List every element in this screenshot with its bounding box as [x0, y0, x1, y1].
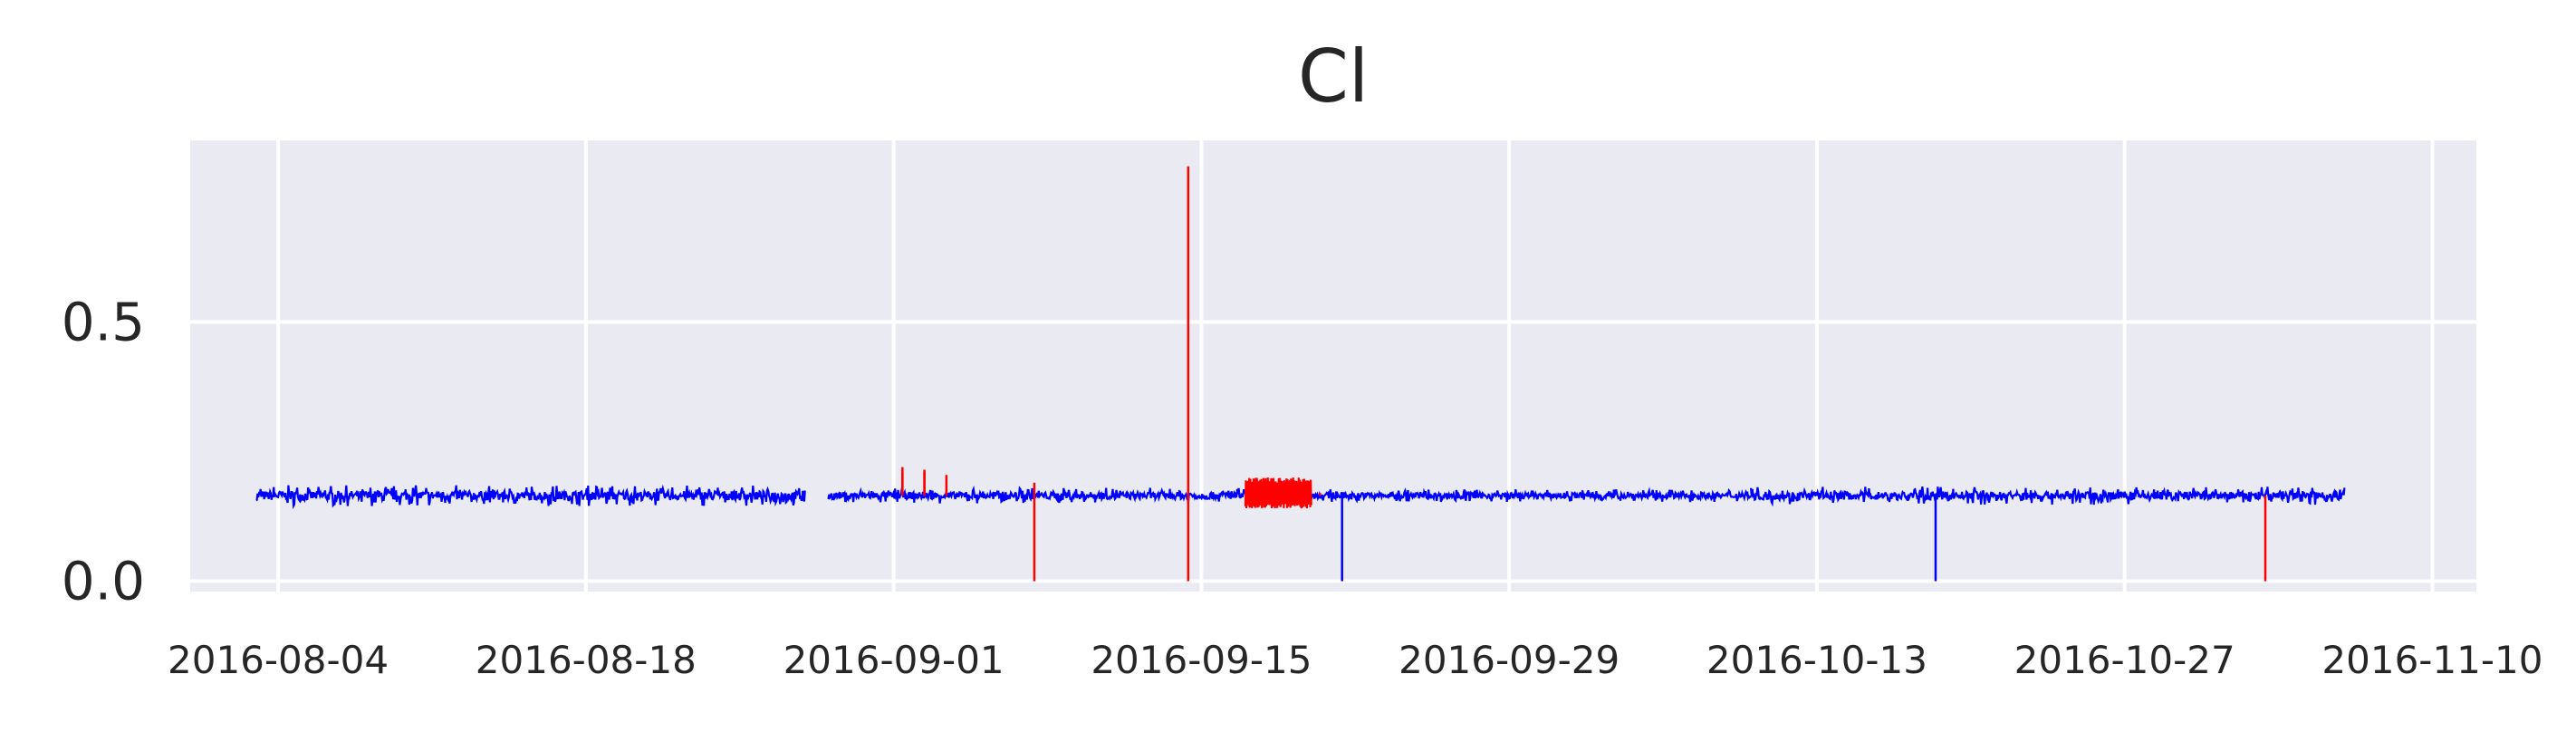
chart-title: Cl: [1298, 34, 1369, 119]
x-tick-label-6: 2016-10-27: [2014, 638, 2235, 682]
x-tick-label-3: 2016-09-15: [1091, 638, 1312, 682]
x-tick-label-5: 2016-10-13: [1706, 638, 1927, 682]
series-layer: [255, 166, 2346, 582]
tick-layer: 2016-08-04 2016-08-18 2016-09-01 2016-09-15…: [62, 291, 2543, 682]
x-tick-label-2: 2016-09-01: [783, 638, 1004, 682]
plot-background: [190, 140, 2476, 592]
y-tick-label-1: 0.5: [62, 291, 145, 352]
series-normal-line: [255, 484, 2346, 510]
grid: [190, 140, 2476, 592]
series-anomaly-burst-0: [1244, 477, 1312, 509]
x-tick-label-4: 2016-09-29: [1399, 638, 1620, 682]
x-tick-label-0: 2016-08-04: [168, 638, 389, 682]
x-tick-label-1: 2016-08-18: [476, 638, 697, 682]
x-tick-label-7: 2016-11-10: [2321, 638, 2542, 682]
y-tick-label-0: 0.0: [62, 551, 145, 612]
